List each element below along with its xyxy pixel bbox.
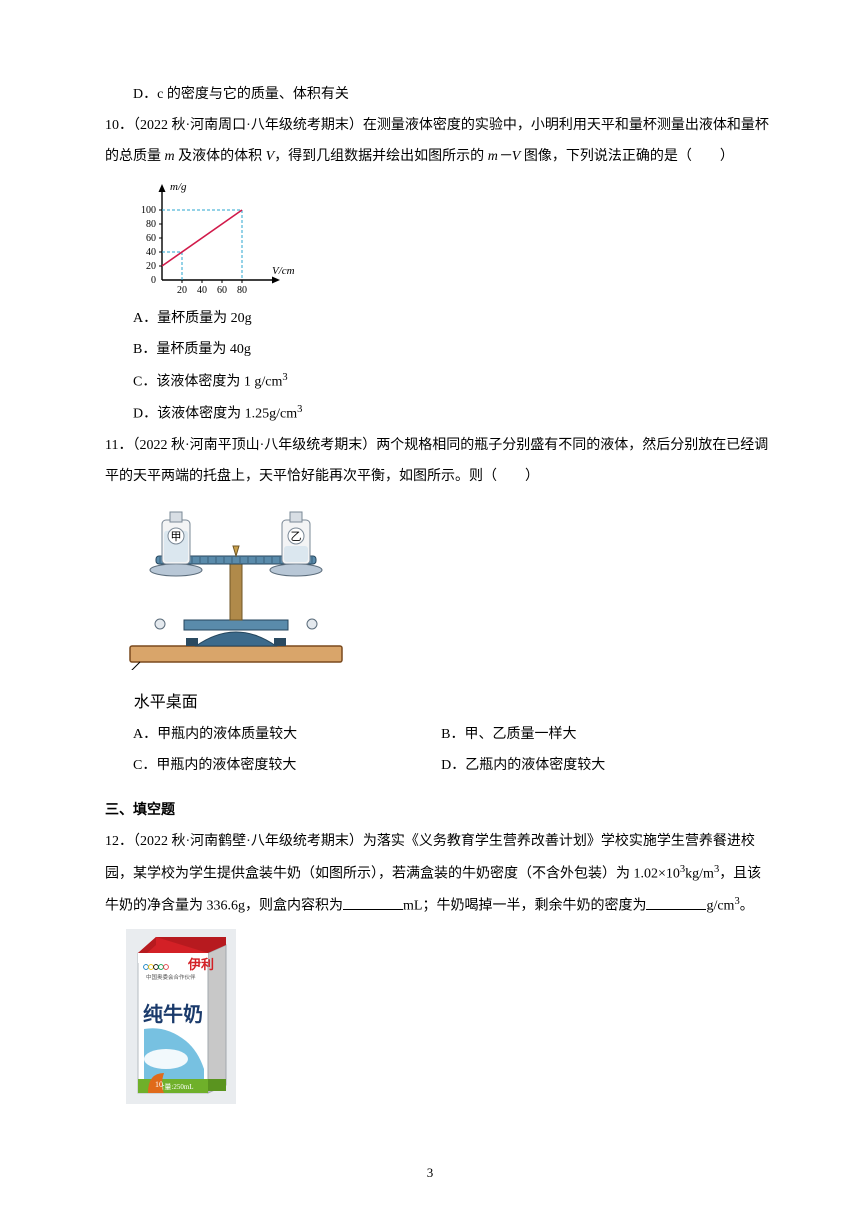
mv-chart-svg: 02040608010020406080m/gV/cm3 bbox=[126, 180, 296, 300]
svg-text:中国奥委会合作伙伴: 中国奥委会合作伙伴 bbox=[146, 973, 196, 981]
q12-mid1: kg/m bbox=[685, 866, 714, 881]
milk-svg: 伊利中国奥委会合作伙伴纯牛奶净含量:250mL10 bbox=[126, 929, 236, 1104]
option-text: A．量杯质量为 20g bbox=[133, 311, 252, 326]
svg-text:80: 80 bbox=[146, 219, 156, 230]
q10-option-c: C．该液体密度为 1 g/cm3 bbox=[105, 366, 775, 398]
option-text: B．甲、乙质量一样大 bbox=[441, 727, 576, 742]
option-text: D．该液体密度为 1.25g/cm bbox=[133, 407, 297, 422]
q10-var-m: m bbox=[165, 149, 175, 164]
option-sup: 3 bbox=[282, 372, 287, 383]
q11-option-d: D．乙瓶内的液体密度较大 bbox=[441, 751, 749, 782]
q10-mv: m－V bbox=[488, 149, 521, 164]
q10-mid2: ，得到几组数据并绘出如图所示的 bbox=[274, 149, 488, 164]
option-sup: 3 bbox=[297, 404, 302, 415]
svg-text:纯牛奶: 纯牛奶 bbox=[143, 1002, 203, 1026]
q11-balance: 甲乙 bbox=[126, 500, 775, 683]
svg-text:V/cm: V/cm bbox=[272, 265, 295, 277]
svg-text:60: 60 bbox=[217, 285, 227, 296]
q12-unit2: g/cm bbox=[706, 899, 734, 914]
q10-mid1: 及液体的体积 bbox=[175, 149, 266, 164]
q12-unit1: mL；牛奶喝掉一半，剩余牛奶的密度为 bbox=[403, 899, 646, 914]
svg-text:伊利: 伊利 bbox=[187, 957, 214, 972]
q11-stem: 11．（2022 秋·河南平顶山·八年级统考期末）两个规格相同的瓶子分别盛有不同… bbox=[105, 431, 775, 493]
q9-option-d: D．c 的密度与它的质量、体积有关 bbox=[105, 80, 775, 111]
q12-blank1 bbox=[343, 893, 403, 910]
option-text: D．乙瓶内的液体密度较大 bbox=[441, 758, 605, 773]
q11-options-row2: C．甲瓶内的液体密度较大 D．乙瓶内的液体密度较大 bbox=[105, 751, 775, 782]
q12-blank2 bbox=[646, 893, 706, 910]
q12-end: 。 bbox=[740, 899, 754, 914]
option-text: C．该液体密度为 1 g/cm bbox=[133, 375, 282, 390]
q11-options-row1: A．甲瓶内的液体质量较大 B．甲、乙质量一样大 bbox=[105, 720, 775, 751]
page-number: 3 bbox=[0, 1159, 860, 1188]
option-text: C．甲瓶内的液体密度较大 bbox=[133, 758, 296, 773]
q12-milk-figure: 伊利中国奥委会合作伙伴纯牛奶净含量:250mL10 bbox=[126, 929, 775, 1117]
q12-pre: 12．（2022 秋·河南鹤壁·八年级统考期末）为落实《义务教育学生营养改善计划… bbox=[105, 834, 755, 881]
q11-table-label: 水平桌面 bbox=[134, 685, 775, 720]
q10-chart: 02040608010020406080m/gV/cm3 bbox=[126, 180, 775, 300]
svg-text:100: 100 bbox=[141, 205, 156, 216]
svg-text:甲: 甲 bbox=[171, 531, 182, 543]
q10-option-d: D．该液体密度为 1.25g/cm3 bbox=[105, 398, 775, 430]
q11-option-a: A．甲瓶内的液体质量较大 bbox=[133, 720, 441, 751]
q10-tail: 图像，下列说法正确的是（ ） bbox=[520, 149, 734, 164]
svg-text:60: 60 bbox=[146, 233, 156, 244]
q11-option-b: B．甲、乙质量一样大 bbox=[441, 720, 749, 751]
q10-option-a: A．量杯质量为 20g bbox=[105, 304, 775, 335]
svg-text:40: 40 bbox=[197, 285, 207, 296]
svg-text:0: 0 bbox=[151, 275, 156, 286]
option-text: ．c 的密度与它的质量、体积有关 bbox=[143, 87, 349, 102]
q12-stem: 12．（2022 秋·河南鹤壁·八年级统考期末）为落实《义务教育学生营养改善计划… bbox=[105, 827, 775, 923]
svg-text:40: 40 bbox=[146, 247, 156, 258]
svg-text:20: 20 bbox=[146, 261, 156, 272]
balance-svg: 甲乙 bbox=[126, 500, 346, 670]
q10-option-b: B．量杯质量为 40g bbox=[105, 335, 775, 366]
q11-option-c: C．甲瓶内的液体密度较大 bbox=[133, 751, 441, 782]
svg-text:10: 10 bbox=[155, 1080, 163, 1089]
svg-text:20: 20 bbox=[177, 285, 187, 296]
section3-heading: 三、填空题 bbox=[105, 796, 775, 827]
svg-text:m/g: m/g bbox=[170, 181, 187, 193]
option-key: D bbox=[133, 87, 143, 102]
svg-text:80: 80 bbox=[237, 285, 247, 296]
svg-text:乙: 乙 bbox=[291, 530, 302, 543]
option-text: A．甲瓶内的液体质量较大 bbox=[133, 727, 297, 742]
q10-stem: 10．（2022 秋·河南周口·八年级统考期末）在测量液体密度的实验中，小明利用… bbox=[105, 111, 775, 173]
option-text: B．量杯质量为 40g bbox=[133, 342, 251, 357]
q10-var-v: V bbox=[266, 149, 275, 164]
